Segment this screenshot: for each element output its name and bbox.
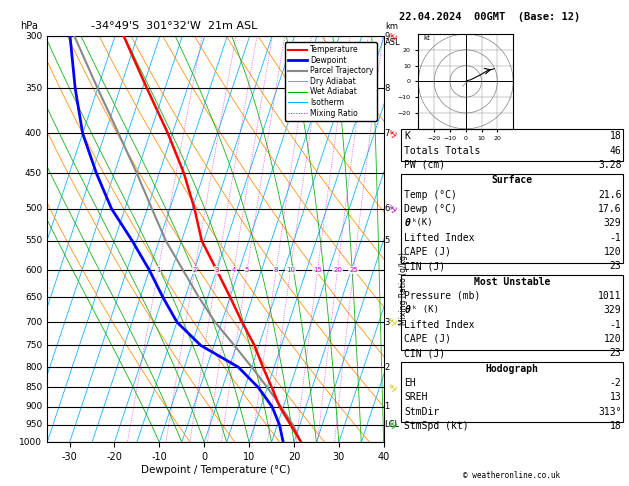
Text: CAPE (J): CAPE (J) bbox=[404, 247, 452, 257]
Text: 329: 329 bbox=[604, 305, 621, 315]
Text: 850: 850 bbox=[25, 383, 42, 392]
Text: 750: 750 bbox=[25, 341, 42, 350]
Text: 2: 2 bbox=[192, 267, 197, 273]
Text: ASL: ASL bbox=[386, 38, 401, 48]
Text: 46: 46 bbox=[610, 146, 621, 156]
Text: 800: 800 bbox=[25, 363, 42, 372]
Text: ⚓: ⚓ bbox=[387, 127, 400, 140]
Text: StmSpd (kt): StmSpd (kt) bbox=[404, 421, 469, 431]
Text: 13: 13 bbox=[610, 392, 621, 402]
Text: Pressure (mb): Pressure (mb) bbox=[404, 291, 481, 301]
Text: hPa: hPa bbox=[20, 21, 38, 31]
Text: CAPE (J): CAPE (J) bbox=[404, 334, 452, 344]
Text: -34°49'S  301°32'W  21m ASL: -34°49'S 301°32'W 21m ASL bbox=[91, 21, 257, 31]
Text: 15: 15 bbox=[313, 267, 322, 273]
Text: 3: 3 bbox=[215, 267, 220, 273]
Text: 120: 120 bbox=[604, 247, 621, 257]
Text: 18: 18 bbox=[610, 131, 621, 141]
Text: CIN (J): CIN (J) bbox=[404, 261, 445, 271]
Text: 5: 5 bbox=[245, 267, 249, 273]
Text: LCL: LCL bbox=[384, 420, 399, 430]
Text: 400: 400 bbox=[25, 129, 42, 138]
Text: -1: -1 bbox=[610, 232, 621, 243]
Text: CIN (J): CIN (J) bbox=[404, 348, 445, 358]
Text: θ: θ bbox=[404, 305, 410, 315]
Text: 350: 350 bbox=[25, 84, 42, 93]
Text: 10: 10 bbox=[286, 267, 295, 273]
Text: Temp (°C): Temp (°C) bbox=[404, 190, 457, 200]
Text: ⚓: ⚓ bbox=[387, 418, 400, 432]
Text: Hodograph: Hodograph bbox=[486, 364, 538, 374]
Text: Lifted Index: Lifted Index bbox=[404, 319, 475, 330]
Text: 650: 650 bbox=[25, 293, 42, 301]
Text: EH: EH bbox=[404, 378, 416, 388]
Text: 17.6: 17.6 bbox=[598, 204, 621, 214]
Text: 21.6: 21.6 bbox=[598, 190, 621, 200]
Text: 300: 300 bbox=[25, 32, 42, 41]
Text: ᵏ(K): ᵏ(K) bbox=[412, 218, 433, 227]
Text: 4: 4 bbox=[231, 267, 236, 273]
Text: 18: 18 bbox=[610, 421, 621, 431]
Text: SREH: SREH bbox=[404, 392, 428, 402]
Text: Most Unstable: Most Unstable bbox=[474, 277, 550, 287]
Text: -1: -1 bbox=[610, 319, 621, 330]
Text: θ: θ bbox=[404, 218, 410, 228]
Text: 20: 20 bbox=[333, 267, 342, 273]
Text: © weatheronline.co.uk: © weatheronline.co.uk bbox=[464, 471, 560, 480]
Text: Totals Totals: Totals Totals bbox=[404, 146, 481, 156]
Text: 1011: 1011 bbox=[598, 291, 621, 301]
Text: Mixing Ratio (g/kg): Mixing Ratio (g/kg) bbox=[399, 252, 408, 325]
Text: 313°: 313° bbox=[598, 406, 621, 417]
Text: PW (cm): PW (cm) bbox=[404, 160, 445, 170]
Text: 120: 120 bbox=[604, 334, 621, 344]
Text: ⚓: ⚓ bbox=[387, 30, 400, 43]
Text: 1: 1 bbox=[156, 267, 160, 273]
Text: 25: 25 bbox=[349, 267, 358, 273]
Text: Lifted Index: Lifted Index bbox=[404, 232, 475, 243]
Text: 1000: 1000 bbox=[19, 438, 42, 447]
Text: 3.28: 3.28 bbox=[598, 160, 621, 170]
X-axis label: Dewpoint / Temperature (°C): Dewpoint / Temperature (°C) bbox=[141, 465, 290, 475]
Text: 6: 6 bbox=[384, 204, 389, 213]
Text: 500: 500 bbox=[25, 204, 42, 213]
Text: StmDir: StmDir bbox=[404, 406, 440, 417]
Legend: Temperature, Dewpoint, Parcel Trajectory, Dry Adiabat, Wet Adiabat, Isotherm, Mi: Temperature, Dewpoint, Parcel Trajectory… bbox=[285, 42, 377, 121]
Text: ᵏ (K): ᵏ (K) bbox=[412, 305, 439, 314]
Text: 450: 450 bbox=[25, 169, 42, 177]
Text: 700: 700 bbox=[25, 317, 42, 327]
Text: 329: 329 bbox=[604, 218, 621, 228]
Text: ⚓: ⚓ bbox=[387, 315, 400, 329]
Text: 23: 23 bbox=[610, 261, 621, 271]
Text: 950: 950 bbox=[25, 420, 42, 430]
Text: 8: 8 bbox=[384, 84, 389, 93]
Text: K: K bbox=[404, 131, 410, 141]
Text: -2: -2 bbox=[610, 378, 621, 388]
Text: 1: 1 bbox=[384, 402, 389, 411]
Text: ⚓: ⚓ bbox=[387, 381, 400, 394]
Text: 8: 8 bbox=[274, 267, 279, 273]
Text: 3: 3 bbox=[384, 317, 389, 327]
Text: 22.04.2024  00GMT  (Base: 12): 22.04.2024 00GMT (Base: 12) bbox=[399, 12, 581, 22]
Text: 23: 23 bbox=[610, 348, 621, 358]
Text: kt: kt bbox=[423, 35, 430, 41]
Text: 9: 9 bbox=[384, 32, 389, 41]
Text: ⚓: ⚓ bbox=[387, 202, 400, 215]
Text: Surface: Surface bbox=[491, 175, 533, 185]
Text: 550: 550 bbox=[25, 236, 42, 245]
Text: 7: 7 bbox=[384, 129, 389, 138]
Text: 5: 5 bbox=[384, 236, 389, 245]
Text: 900: 900 bbox=[25, 402, 42, 411]
Text: 2: 2 bbox=[384, 363, 389, 372]
Text: Dewp (°C): Dewp (°C) bbox=[404, 204, 457, 214]
Text: km: km bbox=[386, 22, 398, 31]
Text: 600: 600 bbox=[25, 265, 42, 275]
